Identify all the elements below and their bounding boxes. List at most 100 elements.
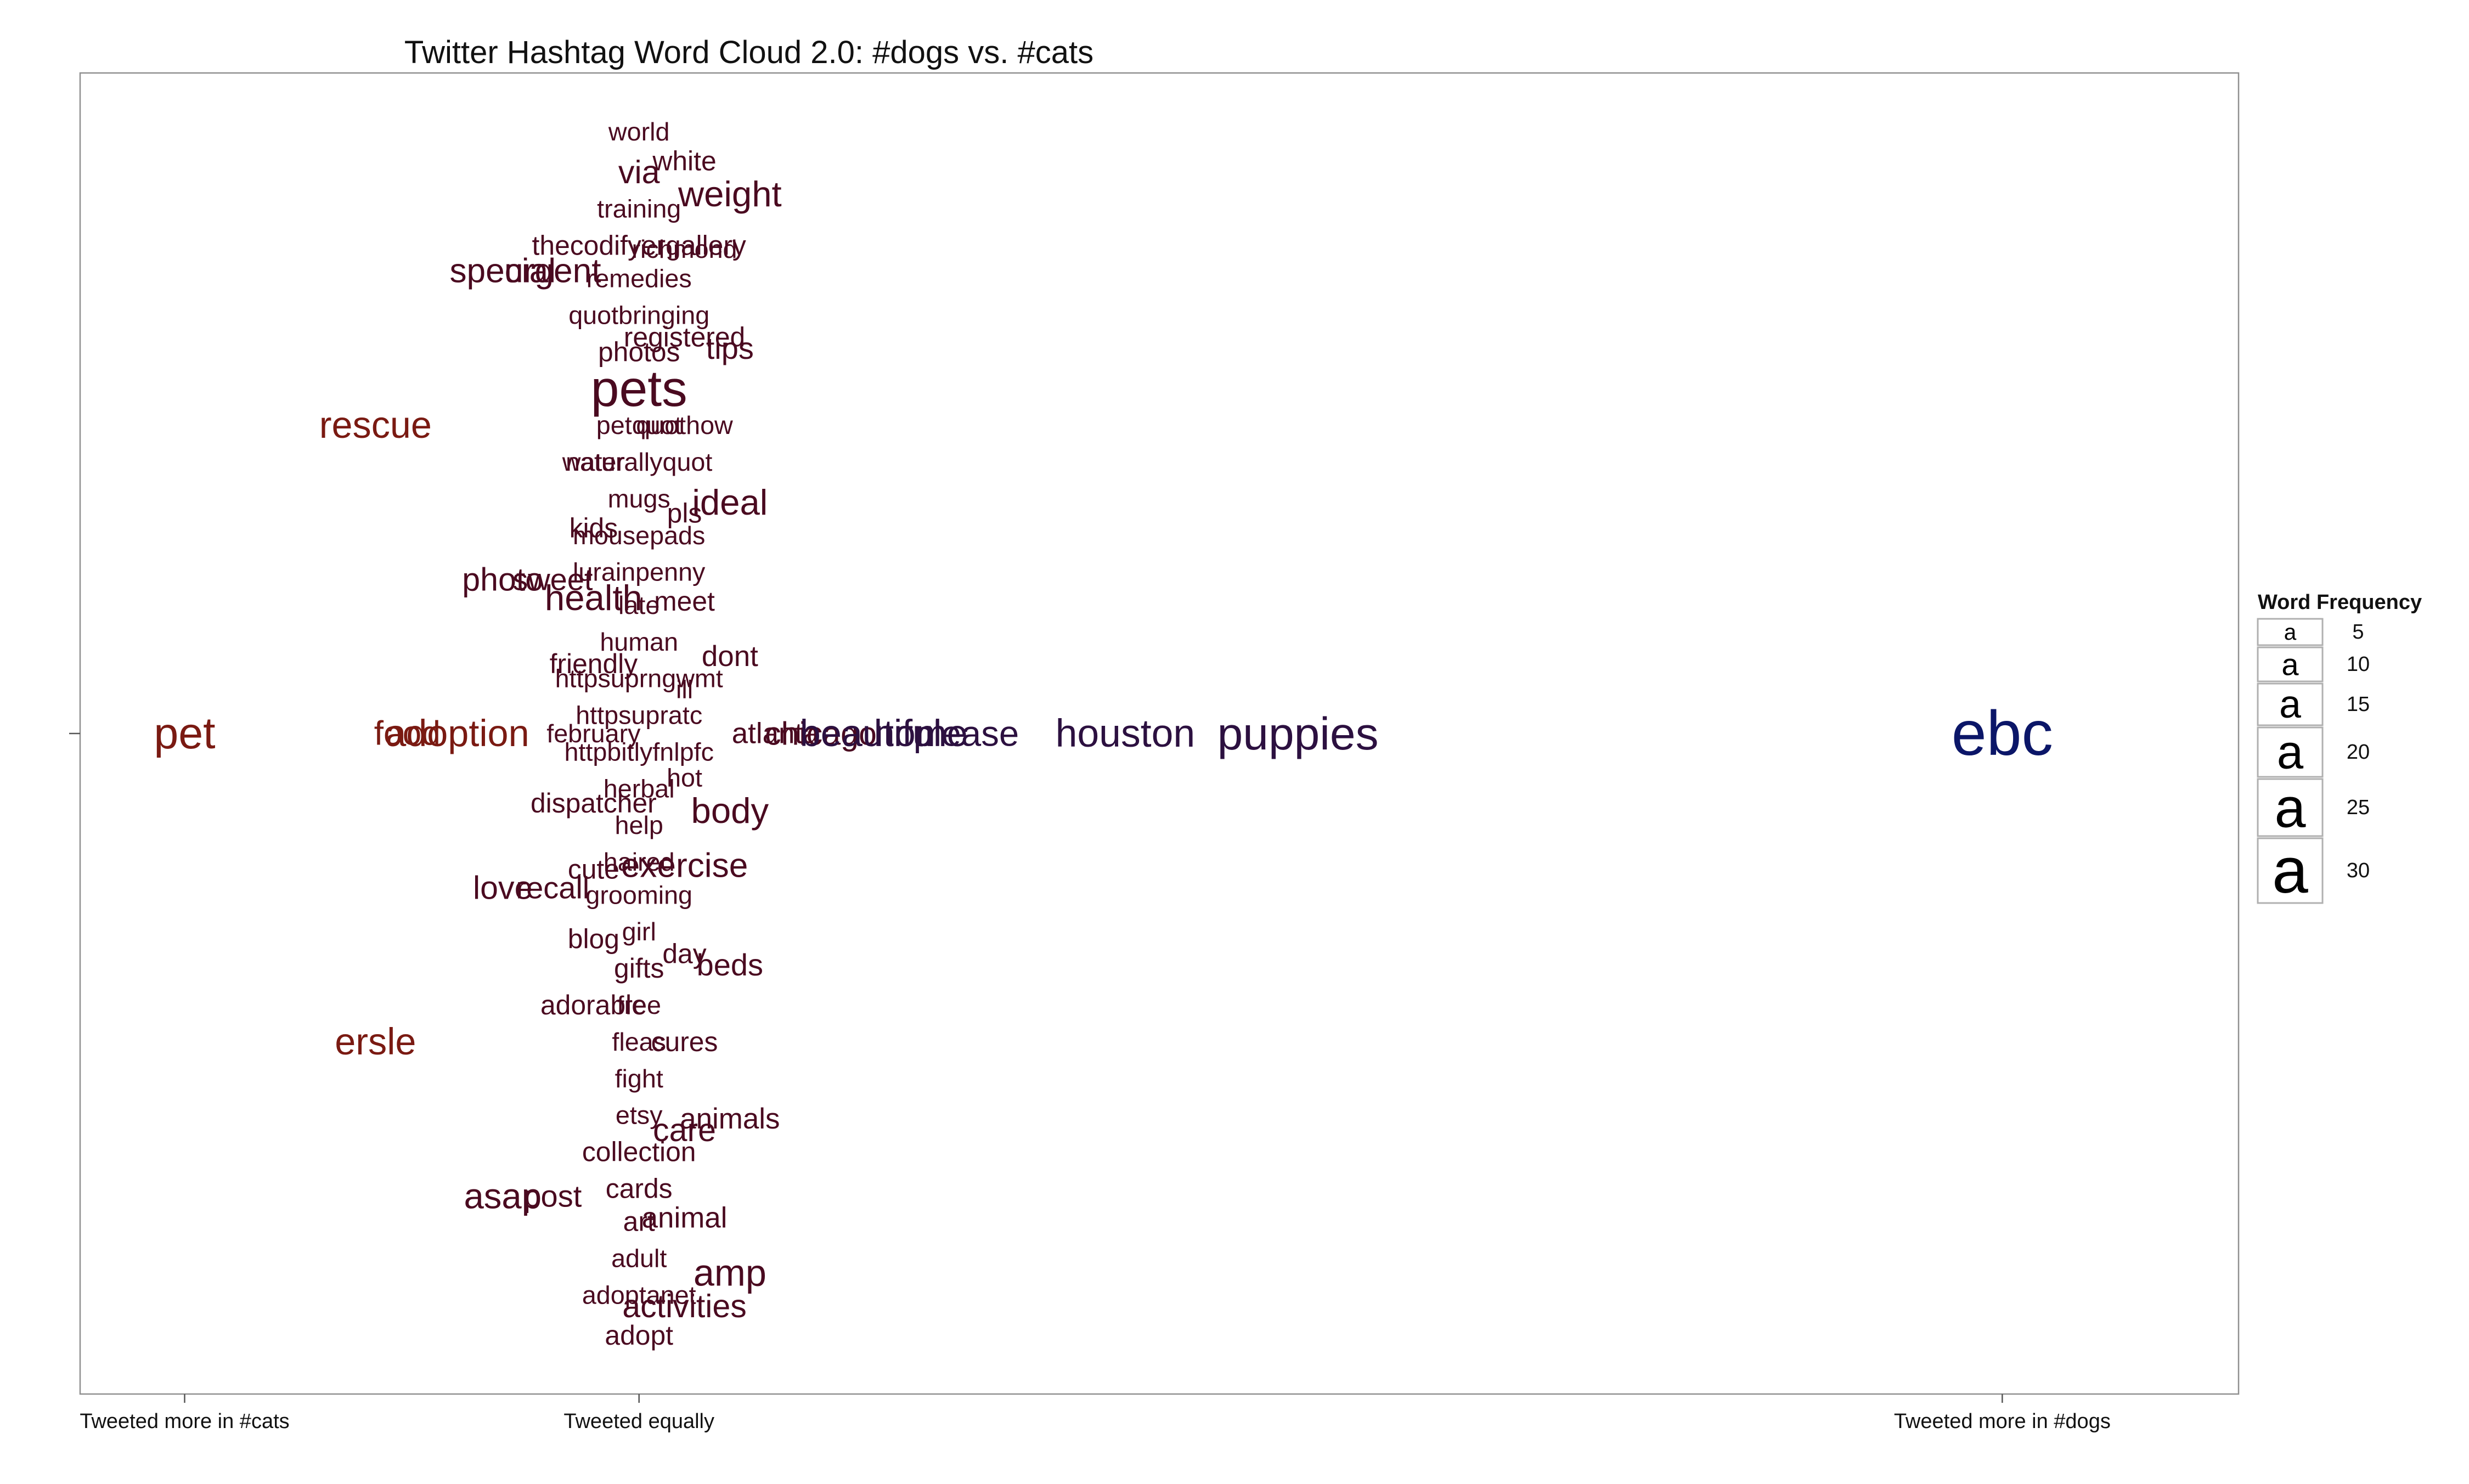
word-dont: dont <box>702 640 758 673</box>
legend: Word Frequency a 5 a 10 a 15 a 20 a 25 a 30 <box>2257 591 2422 907</box>
word-mousepads: mousepads <box>573 521 705 550</box>
legend-value: 15 <box>2347 693 2370 716</box>
word-pet: pet <box>154 709 215 758</box>
word-urgent: urgent <box>504 252 601 290</box>
word-adopt: adopt <box>605 1320 673 1351</box>
word-post: post <box>523 1178 582 1213</box>
word-blog: blog <box>568 924 619 955</box>
x-tick-label: Tweeted more in #dogs <box>1894 1410 2111 1433</box>
legend-swatch <box>2257 778 2324 837</box>
word-ill: ill <box>676 675 693 704</box>
word-care: care <box>653 1111 716 1148</box>
word-registered: registered <box>624 322 745 353</box>
word-quotbringing: quotbringing <box>568 301 709 329</box>
word-houston: houston <box>1056 712 1195 755</box>
word-late: late <box>618 591 659 619</box>
word-collection: collection <box>582 1137 696 1167</box>
word-amp: amp <box>694 1252 766 1294</box>
word-white: white <box>652 146 716 177</box>
word-adult: adult <box>611 1244 667 1273</box>
word-quothow: quothow <box>636 411 733 439</box>
word-animals: animals <box>680 1103 780 1135</box>
x-tick-label: Tweeted equally <box>563 1410 714 1433</box>
legend-swatch <box>2257 682 2324 726</box>
word-photo: photo <box>462 561 543 598</box>
word-thecodifyergallery: thecodifyergallery <box>532 230 746 261</box>
legend-swatch <box>2257 837 2324 904</box>
x-axis: Tweeted more in #cats Tweeted equally Twee… <box>80 1394 2111 1433</box>
word-weight: weight <box>678 174 782 214</box>
word-help: help <box>615 811 663 839</box>
legend-glyph: a <box>2277 726 2304 779</box>
legend-value: 5 <box>2352 620 2364 644</box>
word-food: food <box>374 715 441 753</box>
word-pls: pls <box>667 498 702 529</box>
word-remedies: remedies <box>587 264 692 293</box>
legend-glyph: a <box>2281 647 2299 682</box>
legend-value: 20 <box>2347 741 2370 764</box>
word-exercise: exercise <box>621 847 748 884</box>
word-grooming: grooming <box>585 881 692 909</box>
word-atlanta: atlanta <box>732 718 819 750</box>
word-meet: meet <box>654 586 715 617</box>
word-love: love <box>473 869 532 906</box>
word-adoption: adoption <box>385 713 529 754</box>
word-adoptanet: adoptanet <box>582 1280 696 1309</box>
word-httpbitlyfnlpfc: httpbitlyfnlpfc <box>564 737 714 766</box>
legend-glyph: a <box>2272 834 2308 907</box>
word-animal: animal <box>642 1201 728 1234</box>
word-adorable: adorable <box>540 990 647 1020</box>
word-health: health <box>545 578 642 618</box>
legend-swatch <box>2257 726 2324 778</box>
word-mugs: mugs <box>608 484 670 513</box>
word-sweet: sweet <box>512 562 593 597</box>
word-water: water <box>562 448 625 476</box>
word-herbal: herbal <box>604 774 675 803</box>
legend-swatch <box>2257 618 2324 646</box>
word-cards: cards <box>606 1173 673 1204</box>
word-pets: pets <box>591 360 687 417</box>
word-via: via <box>618 154 660 190</box>
chart-title: Twitter Hashtag Word Cloud 2.0: #dogs vs… <box>404 35 1093 70</box>
word-ideal: ideal <box>692 482 768 522</box>
legend-glyph: a <box>2284 619 2297 645</box>
word-rescue: rescue <box>319 404 432 446</box>
word-human: human <box>600 628 678 656</box>
word-fight: fight <box>615 1064 663 1093</box>
legend-title: Word Frequency <box>2258 591 2422 614</box>
word-petquot: petquot <box>596 411 682 439</box>
word-haired: haired <box>604 848 675 876</box>
word-tips: tips <box>706 331 754 365</box>
word-gifts: gifts <box>614 953 664 984</box>
legend-value: 30 <box>2347 859 2370 882</box>
word-httpsupratc: httpsupratc <box>576 701 702 730</box>
legend-glyph: a <box>2274 776 2305 839</box>
word-please: please <box>914 714 1019 754</box>
word-ebc: ebc <box>1952 698 2053 769</box>
word-special: special <box>449 252 556 290</box>
word-day: day <box>662 938 706 969</box>
legend-value: 10 <box>2347 653 2370 676</box>
word-home: home <box>874 713 968 754</box>
word-art: art <box>623 1206 655 1237</box>
word-puppies: puppies <box>1217 708 1379 759</box>
word-activities: activities <box>622 1288 747 1324</box>
word-dispatcher: dispatcher <box>531 788 657 819</box>
word-chicago: chicago <box>765 715 877 752</box>
word-httpsuprngwmt: httpsuprngwmt <box>555 664 723 693</box>
word-body: body <box>691 791 769 831</box>
word-etsy: etsy <box>616 1101 663 1130</box>
word-hot: hot <box>667 763 702 792</box>
word-friendly: friendly <box>550 648 638 679</box>
word-cures: cures <box>651 1026 718 1057</box>
word-asap: asap <box>464 1176 542 1216</box>
x-tick-label: Tweeted more in #cats <box>80 1410 289 1433</box>
word-beautiful: beautiful <box>800 713 942 754</box>
word-kids: kids <box>570 512 618 543</box>
word-photos: photos <box>598 336 680 367</box>
word-naturallyquot: naturallyquot <box>566 448 712 476</box>
word-cute: cute <box>568 854 619 884</box>
legend-value: 25 <box>2347 796 2370 819</box>
